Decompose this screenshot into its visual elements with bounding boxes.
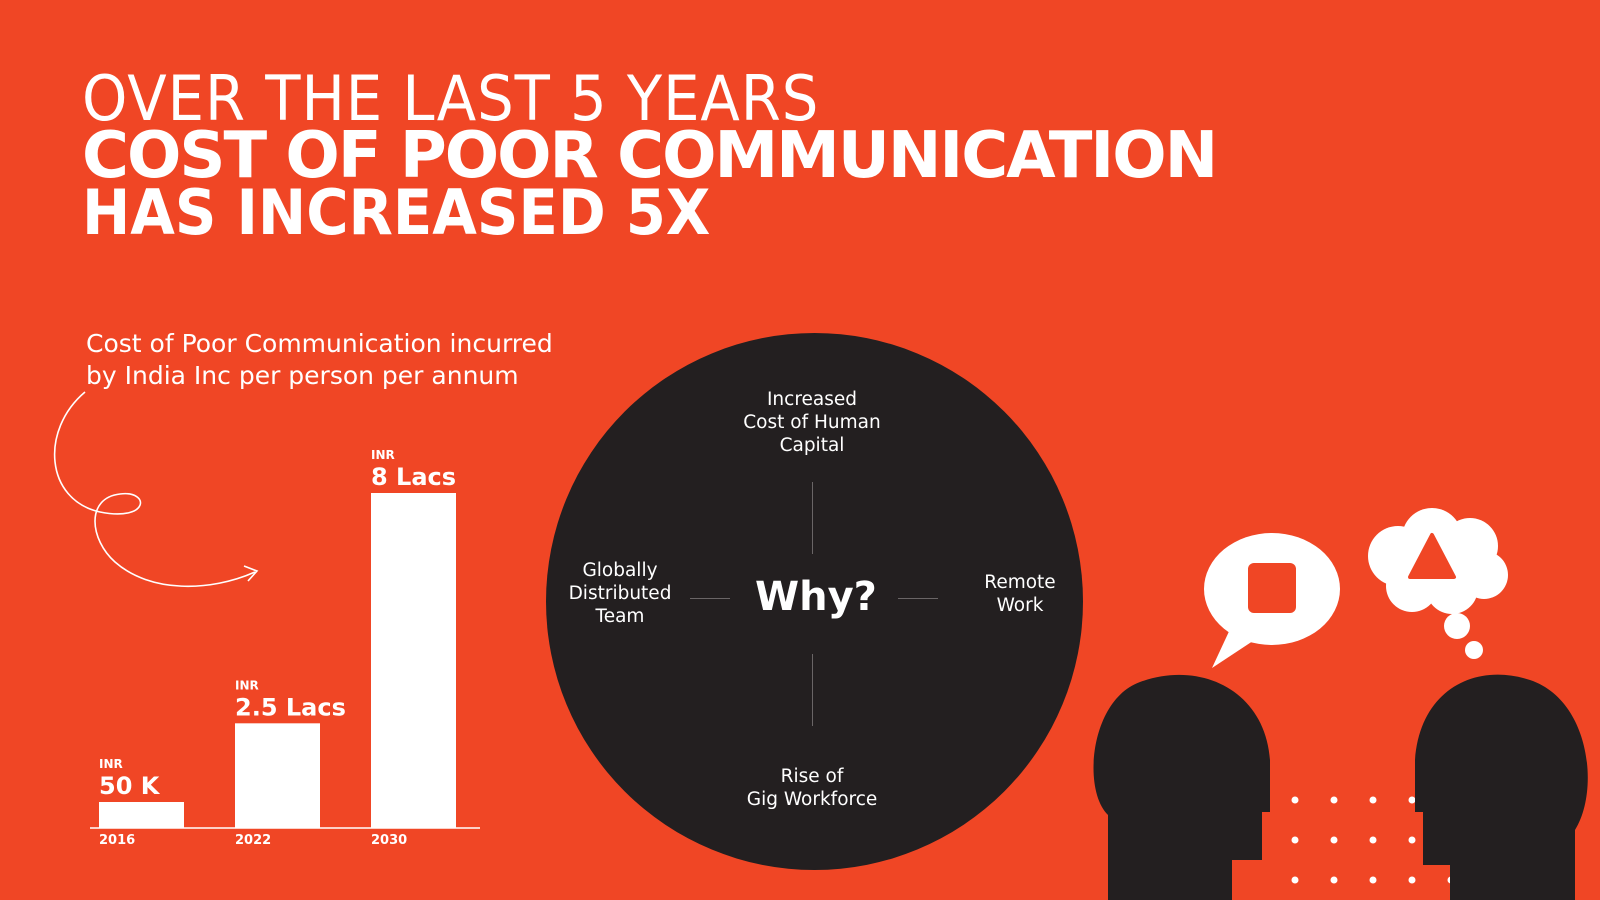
headline-line-3: HAS INCREASED 5X [82,182,1137,244]
triangle-icon [1408,533,1456,579]
bar-value-label: 50 K [99,772,161,800]
speech-bubble-icon [1204,533,1340,668]
x-tick-label: 2022 [235,833,271,848]
headline-line-1: OVER THE LAST 5 YEARS [82,62,820,135]
why-reason-bottom: Rise of Gig Workforce [746,766,878,810]
why-reason-left: Globally Distributed Team [568,560,672,627]
headline: OVER THE LAST 5 YEARS COST OF POOR COMMU… [82,62,1218,244]
head-silhouette-icon [1093,674,1588,900]
square-icon [1248,563,1296,613]
chart-title: Cost of Poor Communication incurred by I… [86,329,553,390]
divider-top [812,482,813,554]
divider-bottom [812,654,813,726]
x-tick-label: 2016 [99,833,135,848]
why-reason-right: Remote Work [984,572,1056,616]
bar-2022 [235,723,320,828]
thought-bubble-icon [1368,508,1508,659]
bar-currency-label: INR [235,678,259,692]
divider-left [690,598,730,599]
headline-line-3-prefix: HAS INCREASED [82,176,626,249]
divider-right [898,598,938,599]
why-reason-top: Increased Cost of Human Capital [743,389,881,456]
swirl-arrow-icon [53,391,259,588]
headline-multiplier: 5X [625,176,711,249]
bar-2016 [99,802,184,828]
bar-value-label: 2.5 Lacs [235,693,346,721]
bar-currency-label: INR [99,757,123,771]
bar-2030 [371,493,456,828]
bar-value-label: 8 Lacs [371,463,456,491]
why-center-label: Why? [755,574,877,620]
why-circle [546,333,1083,870]
bar-currency-label: INR [371,448,395,462]
x-tick-label: 2030 [371,833,407,848]
headline-line-2: COST OF POOR COMMUNICATION [82,119,1218,193]
